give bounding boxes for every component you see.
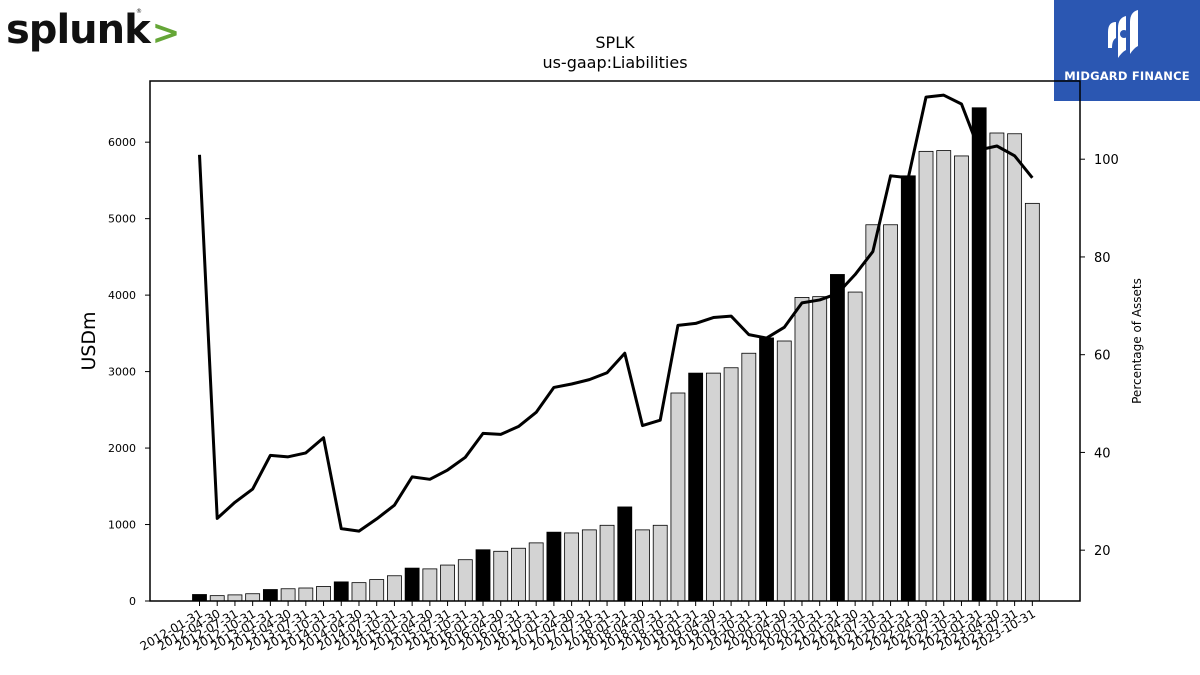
bar-2014-01-31 [333, 581, 349, 602]
bar-2023-10-31 [1024, 202, 1040, 602]
bar-2017-04-30 [564, 532, 580, 602]
y2-tick-label-60: 60 [1094, 349, 1111, 364]
bar-2015-10-31 [457, 559, 473, 602]
left-axis: 0 1000 2000 3000 4000 5000 6000 [108, 136, 150, 608]
bar-2016-01-31 [475, 549, 491, 602]
bar-2023-01-31 [971, 107, 987, 602]
bar-2018-07-31 [652, 524, 668, 602]
bar-2016-10-31 [528, 542, 544, 602]
y-tick-label-3000: 3000 [108, 366, 136, 379]
right-axis: 20 40 60 80 100 [1080, 153, 1119, 559]
bar-2012-10-31 [245, 593, 261, 602]
y2-axis-label: Percentage of Assets [1130, 278, 1144, 404]
bar-2013-07-31 [298, 587, 314, 602]
bar-2014-04-30 [351, 582, 367, 602]
bar-2021-07-31 [865, 224, 881, 602]
y2-tick-label-80: 80 [1094, 251, 1111, 266]
brand-name: MIDGARD FINANCE [1064, 69, 1190, 83]
bar-2017-01-31 [546, 531, 562, 602]
y2-tick-label-20: 20 [1094, 544, 1111, 559]
bar-2021-01-31 [830, 274, 845, 602]
bar-2020-01-31 [759, 337, 774, 602]
bar-2018-04-30 [635, 529, 650, 602]
bar-2023-04-30 [989, 132, 1005, 602]
plot-frame [149, 80, 1081, 602]
bar-2018-10-31 [670, 392, 686, 602]
y-tick-label-0: 0 [129, 595, 136, 608]
bar-2015-04-30 [422, 568, 438, 602]
bar-2023-07-31 [1007, 133, 1023, 602]
y-tick-label-1000: 1000 [108, 519, 136, 532]
y-tick-label-2000: 2000 [108, 442, 136, 455]
bar-2015-07-31 [440, 564, 455, 602]
axes [149, 80, 1081, 602]
bar-2020-10-31 [812, 296, 828, 602]
bar-2022-07-31 [936, 150, 952, 602]
bar-series [192, 107, 1040, 602]
bar-2017-10-31 [599, 524, 615, 602]
bar-2016-04-30 [493, 550, 509, 602]
y2-tick-label-40: 40 [1094, 446, 1111, 461]
bar-2021-10-31 [883, 224, 898, 602]
splunk-chevron-icon: > [151, 13, 181, 53]
bar-2019-10-31 [741, 352, 757, 602]
splunk-logo-text: splunk [6, 7, 151, 53]
bar-2014-10-31 [387, 575, 402, 602]
bar-2022-10-31 [954, 155, 969, 602]
bar-2020-07-31 [794, 297, 810, 602]
bar-2013-01-31 [262, 589, 278, 602]
midgard-logo-icon [1108, 10, 1138, 58]
line-series [198, 93, 1034, 533]
y-tick-label-4000: 4000 [108, 289, 136, 302]
bar-2013-04-30 [280, 588, 296, 602]
bar-2019-04-30 [705, 372, 721, 602]
percent-of-assets-line [198, 93, 1034, 533]
bar-2012-07-31 [227, 594, 243, 602]
y2-tick-label-100: 100 [1094, 153, 1119, 168]
bar-2012-01-31 [192, 594, 207, 602]
y-axis-label: USDm [78, 311, 100, 370]
midgard-finance-logo: MIDGARD FINANCE [1054, 0, 1200, 101]
bar-2022-04-30 [918, 150, 934, 602]
x-axis: 2012-01-312012-04-302012-07-312012-10-31… [138, 601, 1038, 653]
bar-2015-01-31 [404, 567, 420, 602]
bar-2021-04-30 [847, 291, 863, 602]
y-tick-label-5000: 5000 [108, 213, 136, 226]
bar-2012-04-30 [209, 595, 225, 602]
bar-2022-01-31 [900, 175, 916, 602]
bar-2019-01-31 [688, 372, 704, 602]
bar-2013-10-31 [316, 586, 331, 602]
bar-2019-07-31 [723, 367, 739, 602]
registered-mark: ® [136, 8, 142, 15]
chart-subtitle: us-gaap:Liabilities [542, 53, 688, 72]
bar-2018-01-31 [617, 506, 633, 602]
bar-2017-07-31 [581, 529, 597, 602]
splunk-logo: splunk > ® [6, 2, 180, 50]
bar-2014-07-31 [369, 579, 385, 602]
bar-2020-04-30 [776, 340, 792, 602]
bar-2016-07-31 [511, 547, 526, 602]
y-tick-label-6000: 6000 [108, 136, 136, 149]
chart-title: SPLK [595, 33, 635, 52]
